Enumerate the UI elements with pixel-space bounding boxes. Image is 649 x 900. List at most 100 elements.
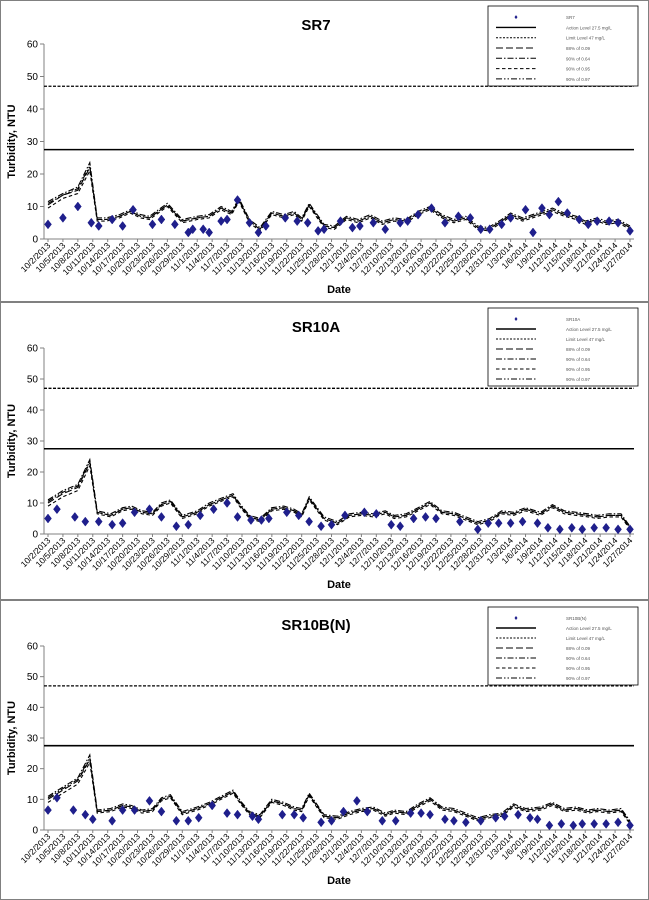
sr10a-legend-label: 90% of 0.97 (566, 377, 591, 382)
sr10bn-data-point (441, 814, 449, 825)
sr7-data-point (199, 224, 208, 235)
sr10bn-data-point (233, 809, 242, 820)
sr10bn-legend-label: 90% of 0.64 (566, 656, 591, 661)
sr10a-data-point (257, 515, 266, 525)
sr10bn-data-point (462, 817, 470, 828)
sr7-data-point (171, 219, 179, 230)
sr10bn-data-point (557, 818, 566, 829)
sr10bn-data-point (353, 795, 361, 806)
sr7-data-point (157, 214, 166, 225)
sr7-data-point (403, 216, 412, 227)
sr10a-chart-title: SR10A (292, 319, 341, 336)
sr10a-data-point (94, 516, 103, 527)
sr10bn-data-point (450, 815, 458, 826)
sr10a-data-point (71, 512, 79, 522)
sr10bn-data-point (417, 808, 425, 819)
sr10a-data-point (518, 516, 527, 527)
sr10bn-legend-label: 90% of 0.95 (566, 666, 591, 671)
sr7-data-point (74, 201, 82, 212)
sr10a-data-point (294, 510, 303, 521)
sr7-data-point (369, 217, 378, 228)
sr10a-data-point (567, 522, 576, 533)
sr7-y-tick-label: 30 (27, 137, 39, 148)
sr10a-data-point (473, 524, 482, 535)
sr10bn-data-point (378, 815, 387, 826)
sr10a-legend-label: Action Level 27.5 mg/L (566, 327, 612, 332)
sr7-y-tick-label: 10 (27, 202, 39, 213)
sr7-y-tick-label: 60 (27, 40, 39, 51)
sr10bn-data-point (248, 811, 257, 822)
sr10bn-data-point (514, 809, 522, 820)
sr10a-data-point (247, 515, 255, 525)
sr10a-data-point (305, 516, 313, 527)
sr10bn-x-axis-label: Date (327, 875, 351, 887)
sr7-data-point (233, 195, 242, 205)
sr10a-data-point (223, 498, 231, 508)
sr7-y-tick-label: 0 (32, 235, 38, 246)
sr10bn-data-point (614, 817, 622, 828)
sr10a-data-point (341, 510, 349, 521)
sr10bn-y-axis-label: Turbidity, NTU (6, 701, 18, 775)
sr10a-legend-label: SR10A (566, 317, 580, 322)
sr10a-data-point (432, 513, 440, 524)
sr7-legend-label: 90% of 0.64 (566, 56, 591, 61)
sr7-legend-label: Limit Level 47 mg/L (566, 36, 606, 41)
sr7-data-point (506, 212, 515, 223)
sr10a-data-point (387, 519, 396, 530)
sr7-series-line (47, 169, 631, 232)
sr7-data-point (497, 219, 506, 230)
sr10bn-data-point (426, 809, 434, 820)
sr10bn-y-tick-label: 40 (27, 703, 39, 714)
sr10a-data-point (409, 513, 418, 524)
sr10a-data-point (533, 518, 542, 529)
sr10a-y-tick-label: 60 (27, 344, 39, 355)
sr10a-y-tick-label: 30 (27, 437, 39, 448)
sr10bn-data-point (208, 800, 216, 811)
sr10bn-series-line (47, 760, 631, 825)
sr7-legend-label: 88% of 0.09 (566, 46, 591, 51)
sr10bn-data-point (278, 809, 287, 820)
sr7-data-point (129, 204, 137, 215)
chart-panel-sr10bn: SR10B(N) 0 10 20 30 40 50 60 Turbidity, NTU 10/2/… (0, 600, 649, 900)
sr7-y-tick-label: 40 (27, 105, 39, 116)
sr10bn-data-point (391, 815, 400, 826)
sr10a-y-axis-label: Turbidity, NTU (6, 404, 18, 478)
sr7-chart-title: SR7 (301, 17, 330, 34)
sr10a-legend-box (487, 307, 639, 387)
sr7-data-point (584, 219, 593, 230)
sr7-y-axis-label: Turbidity, NTU (6, 104, 18, 178)
sr10a-data-point (614, 524, 622, 535)
sr7-data-point (293, 216, 302, 227)
sr10bn-data-point (602, 818, 610, 829)
sr7-data-point (485, 224, 494, 235)
sr10bn-data-point (223, 808, 231, 819)
sr10bn-data-point (491, 812, 500, 823)
sr10a-x-axis-label: Date (327, 579, 351, 591)
sr10bn-data-point (406, 808, 415, 819)
sr7-data-point (521, 204, 530, 215)
sr10a-data-point (494, 518, 503, 529)
sr10a-legend-marker (514, 317, 518, 321)
sr10a-data-point (544, 522, 552, 533)
sr10bn-data-point (590, 818, 599, 829)
sr10bn-y-tick-label: 20 (27, 764, 39, 775)
sr10a-legend-label: 88% of 0.09 (566, 347, 591, 352)
sr7-data-point (356, 221, 364, 231)
sr10a-data-point (282, 507, 291, 518)
sr7-legend-label: 90% of 0.95 (566, 67, 591, 72)
sr10a-data-point (265, 513, 273, 524)
sr10a-data-point (145, 504, 154, 515)
sr10bn-data-point (69, 805, 78, 815)
sr7-data-point (554, 196, 563, 207)
sr10a-data-point (372, 508, 381, 519)
sr7-data-point (348, 222, 357, 233)
sr10bn-legend-label: Limit Level 47 mg/L (566, 636, 606, 641)
sr10bn-legend-box (487, 606, 639, 686)
sr7-data-point (44, 219, 52, 230)
sr10bn-data-point (184, 815, 193, 826)
sr10a-y-tick-label: 20 (27, 468, 39, 479)
sr10bn-legend-label: SR10B(N) (566, 616, 587, 621)
sr10a-data-point (360, 507, 369, 518)
